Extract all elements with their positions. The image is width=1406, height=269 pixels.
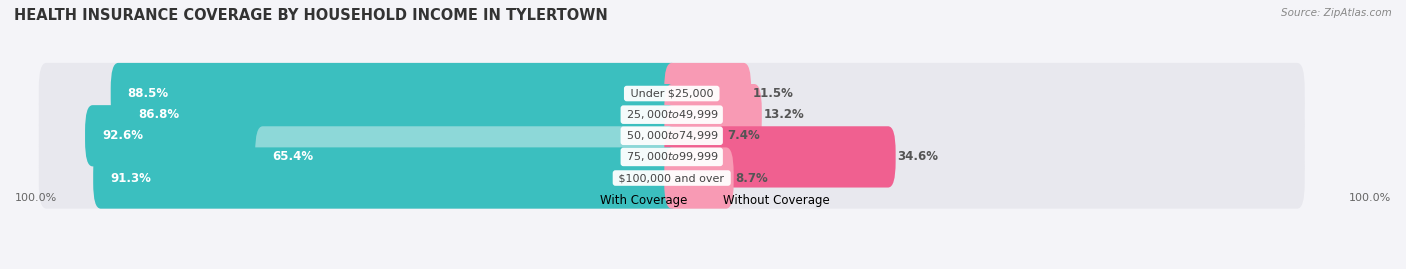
Text: $50,000 to $74,999: $50,000 to $74,999 — [623, 129, 720, 142]
FancyBboxPatch shape — [664, 105, 1305, 167]
FancyBboxPatch shape — [121, 84, 679, 145]
FancyBboxPatch shape — [664, 84, 762, 145]
FancyBboxPatch shape — [664, 84, 1305, 145]
Text: $100,000 and over: $100,000 and over — [616, 173, 728, 183]
Text: 8.7%: 8.7% — [735, 172, 768, 185]
FancyBboxPatch shape — [664, 63, 751, 124]
Text: 92.6%: 92.6% — [103, 129, 143, 142]
FancyBboxPatch shape — [39, 84, 679, 145]
Text: 65.4%: 65.4% — [273, 150, 314, 163]
Text: 7.4%: 7.4% — [727, 129, 761, 142]
Text: 86.8%: 86.8% — [138, 108, 180, 121]
Text: HEALTH INSURANCE COVERAGE BY HOUSEHOLD INCOME IN TYLERTOWN: HEALTH INSURANCE COVERAGE BY HOUSEHOLD I… — [14, 8, 607, 23]
Text: Source: ZipAtlas.com: Source: ZipAtlas.com — [1281, 8, 1392, 18]
FancyBboxPatch shape — [254, 126, 679, 187]
FancyBboxPatch shape — [664, 147, 734, 209]
Text: 88.5%: 88.5% — [128, 87, 169, 100]
FancyBboxPatch shape — [39, 63, 679, 124]
FancyBboxPatch shape — [664, 105, 725, 167]
FancyBboxPatch shape — [664, 63, 1305, 124]
Text: $25,000 to $49,999: $25,000 to $49,999 — [623, 108, 720, 121]
Text: Under $25,000: Under $25,000 — [627, 89, 717, 98]
Text: $75,000 to $99,999: $75,000 to $99,999 — [623, 150, 720, 163]
FancyBboxPatch shape — [111, 63, 679, 124]
FancyBboxPatch shape — [84, 105, 679, 167]
FancyBboxPatch shape — [39, 105, 679, 167]
FancyBboxPatch shape — [664, 126, 896, 187]
FancyBboxPatch shape — [39, 147, 679, 209]
Text: 100.0%: 100.0% — [1348, 193, 1391, 203]
Text: 13.2%: 13.2% — [763, 108, 804, 121]
Text: 91.3%: 91.3% — [110, 172, 150, 185]
FancyBboxPatch shape — [39, 126, 679, 187]
Legend: With Coverage, Without Coverage: With Coverage, Without Coverage — [572, 190, 834, 212]
FancyBboxPatch shape — [664, 147, 1305, 209]
FancyBboxPatch shape — [93, 147, 679, 209]
Text: 100.0%: 100.0% — [15, 193, 58, 203]
Text: 34.6%: 34.6% — [897, 150, 939, 163]
Text: 11.5%: 11.5% — [754, 87, 794, 100]
FancyBboxPatch shape — [664, 126, 1305, 187]
